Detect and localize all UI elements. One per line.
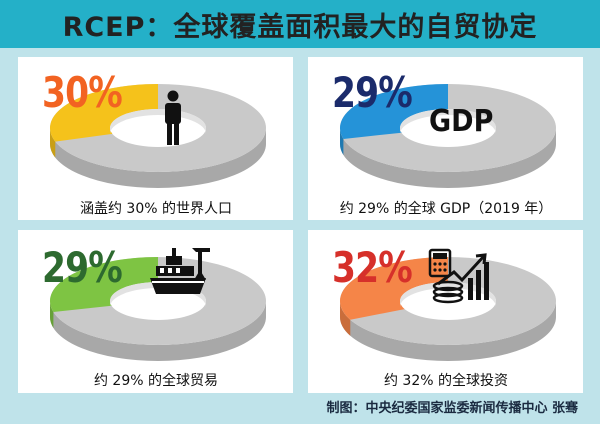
title-bar: RCEP：全球覆盖面积最大的自贸协定 [0,0,600,48]
donut-slice-gdp [340,84,448,139]
donut-hole-gdp [400,109,496,134]
donut-side-investment [340,301,556,361]
credit-line: 制图：中央纪委国家监委新闻传播中心 张骞 [326,401,578,416]
donut-side-slice-investment [340,301,351,336]
percent-label-gdp: 29% [332,68,413,117]
percent-label-trade: 29% [42,243,123,292]
percent-label-population: 30% [42,68,123,117]
page-title: RCEP：全球覆盖面积最大的自贸协定 [62,11,538,43]
caption-population: 涵盖约 30% 的世界人口 [79,201,233,217]
donut-side-gdp [340,128,556,188]
person-icon [165,90,181,145]
caption-gdp: 约 29% 的全球 GDP（2019 年） [339,201,553,217]
donut-slice-trade [50,257,158,312]
caption-investment: 约 32% 的全球投资 [383,373,509,389]
donut-side-trade [50,301,266,361]
donut-side-slice-trade [50,301,54,328]
donut-slice-investment [340,257,448,320]
donut-side-population [50,128,266,188]
caption-trade: 约 29% 的全球贸易 [93,373,219,389]
donut-hole-population [110,109,206,134]
donut-side-slice-gdp [340,128,344,155]
ship-icon [150,248,210,294]
investment-icon [428,248,489,304]
donut-slice-population [49,84,158,142]
percent-label-investment: 32% [332,243,413,292]
gdp-icon: GDP [429,104,494,139]
donut-side-slice-population [50,128,56,158]
